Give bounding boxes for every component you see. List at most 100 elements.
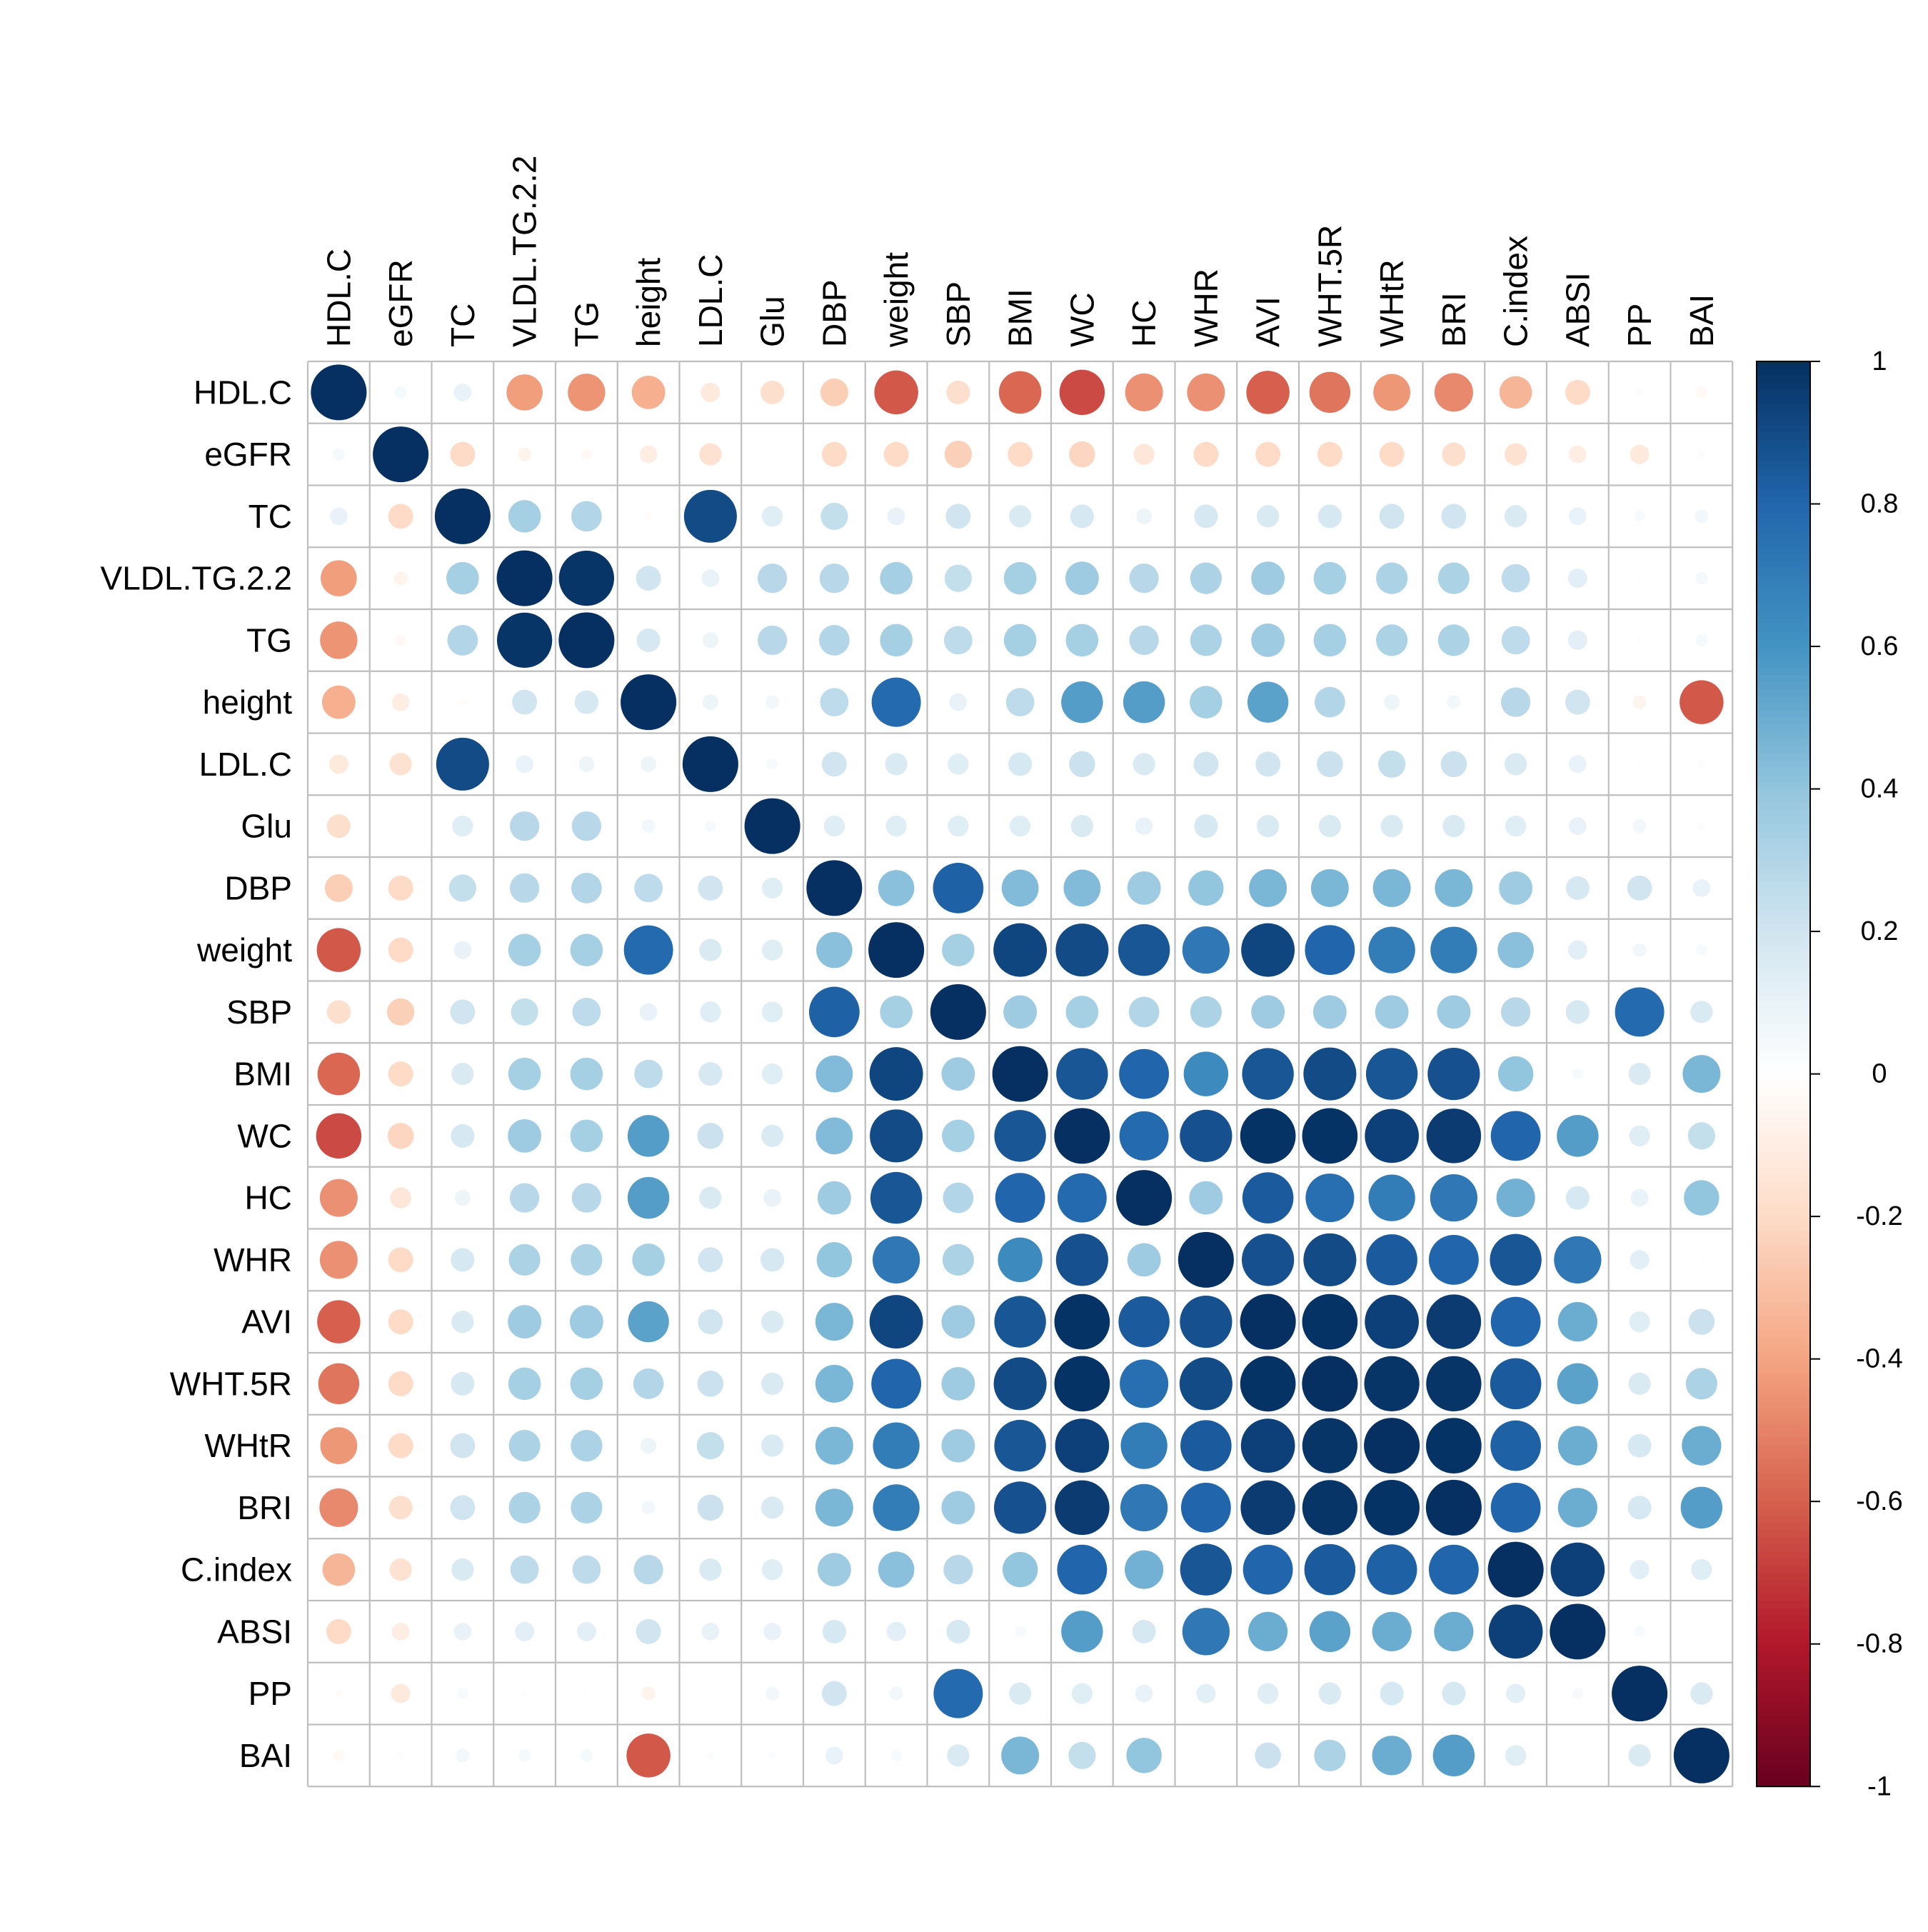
correlation-circle: [761, 1372, 784, 1395]
correlation-circle: [994, 1110, 1046, 1162]
correlation-circle: [1309, 1611, 1351, 1653]
correlation-circle: [1567, 569, 1587, 589]
correlation-circle: [1247, 681, 1289, 723]
correlation-circle: [948, 816, 969, 837]
correlation-circle: [636, 628, 661, 652]
legend-color-step: [1757, 803, 1810, 811]
legend-color-step: [1757, 1216, 1810, 1224]
correlation-circle: [1426, 1418, 1482, 1473]
row-label: weight: [196, 931, 292, 968]
legend-color-step: [1757, 1116, 1810, 1125]
correlation-circle: [760, 1248, 785, 1272]
legend-color-step: [1757, 1045, 1810, 1053]
legend-color-step: [1757, 1209, 1810, 1217]
legend-tick-label: -0.4: [1856, 1344, 1902, 1374]
correlation-circle: [869, 1047, 923, 1101]
row-label: Glu: [241, 808, 292, 845]
correlation-circle: [1364, 1480, 1420, 1536]
legend-color-step: [1757, 1351, 1810, 1360]
legend-color-step: [1757, 568, 1810, 576]
legend-color-step: [1757, 1159, 1810, 1167]
correlation-circle: [1129, 563, 1159, 594]
correlation-circle: [1242, 1233, 1295, 1286]
correlation-circle: [880, 561, 913, 595]
correlation-circle: [508, 1430, 541, 1462]
legend-tick-label: 0.8: [1861, 489, 1899, 519]
correlation-circle: [1637, 761, 1643, 767]
correlation-circle: [1180, 1543, 1232, 1596]
row-label: BMI: [234, 1056, 292, 1093]
correlation-circle: [391, 693, 410, 711]
correlation-circle: [1255, 441, 1281, 467]
legend-color-step: [1757, 1558, 1810, 1566]
correlation-circle: [941, 1366, 975, 1401]
legend-color-step: [1757, 546, 1810, 554]
correlation-circle: [1001, 1736, 1040, 1775]
correlation-circle: [1634, 511, 1645, 522]
legend-color-step: [1757, 1031, 1810, 1039]
correlation-circle: [633, 1368, 664, 1399]
correlation-circle: [1313, 561, 1347, 595]
correlation-circle: [1488, 1604, 1543, 1659]
correlation-circle: [334, 1689, 343, 1698]
correlation-circle: [1615, 987, 1665, 1037]
column-label: HC: [1125, 300, 1163, 347]
correlation-circle: [639, 1003, 658, 1021]
legend-tick-label: 0.4: [1861, 774, 1899, 804]
correlation-circle: [1569, 507, 1587, 526]
legend-color-step: [1757, 995, 1810, 1003]
legend-color-step: [1757, 753, 1810, 761]
correlation-circle: [871, 677, 921, 727]
legend-color-step: [1757, 604, 1810, 611]
correlation-circle: [1180, 1109, 1232, 1162]
legend-color-step: [1757, 1266, 1810, 1274]
correlation-circle: [450, 999, 476, 1025]
legend-color-step: [1757, 532, 1810, 541]
correlation-circle: [570, 1119, 603, 1153]
correlation-circle: [1257, 815, 1280, 838]
legend-color-step: [1757, 632, 1810, 640]
correlation-circle: [765, 1686, 780, 1701]
correlation-circle: [451, 1558, 474, 1581]
legend-color-step: [1757, 746, 1810, 754]
correlation-circle: [387, 998, 415, 1026]
legend-color-step: [1757, 1387, 1810, 1396]
correlation-circle: [1632, 819, 1647, 834]
legend-color-step: [1757, 1601, 1810, 1609]
correlation-circle: [1425, 1479, 1482, 1536]
legend-color-step: [1757, 846, 1810, 854]
row-label: DBP: [224, 869, 292, 906]
correlation-circle: [1240, 1293, 1296, 1350]
correlation-circle: [1120, 1483, 1168, 1531]
correlation-circle: [571, 1491, 603, 1523]
correlation-circle: [318, 1363, 360, 1405]
correlation-circle: [1302, 1356, 1358, 1412]
legend-color-step: [1757, 1081, 1810, 1089]
legend-color-step: [1757, 525, 1810, 534]
correlation-circle: [632, 1243, 665, 1276]
legend-color-step: [1757, 1088, 1810, 1096]
correlation-circle: [311, 364, 367, 421]
correlation-circle: [1447, 695, 1461, 709]
correlation-circle: [508, 1243, 541, 1276]
correlation-circle: [1572, 1068, 1584, 1080]
correlation-circle: [395, 634, 406, 646]
correlation-circle: [697, 1371, 724, 1397]
correlation-circle: [946, 1619, 970, 1643]
legend-color-step: [1757, 1294, 1810, 1303]
legend-color-step: [1757, 1779, 1810, 1787]
correlation-circle: [1120, 1422, 1168, 1469]
legend-color-step: [1757, 946, 1810, 954]
correlation-circle: [572, 1555, 601, 1584]
correlation-circle: [516, 755, 533, 774]
legend-color-step: [1757, 1743, 1810, 1751]
legend-color-step: [1757, 1636, 1810, 1645]
correlation-circle: [1497, 1056, 1534, 1092]
correlation-circle: [1499, 871, 1533, 905]
correlation-circle: [948, 754, 969, 775]
correlation-circle: [1069, 751, 1095, 778]
correlation-circle: [947, 1744, 970, 1767]
correlation-circle: [1135, 1684, 1153, 1703]
correlation-circle: [873, 1422, 920, 1469]
column-label: WC: [1063, 292, 1100, 347]
